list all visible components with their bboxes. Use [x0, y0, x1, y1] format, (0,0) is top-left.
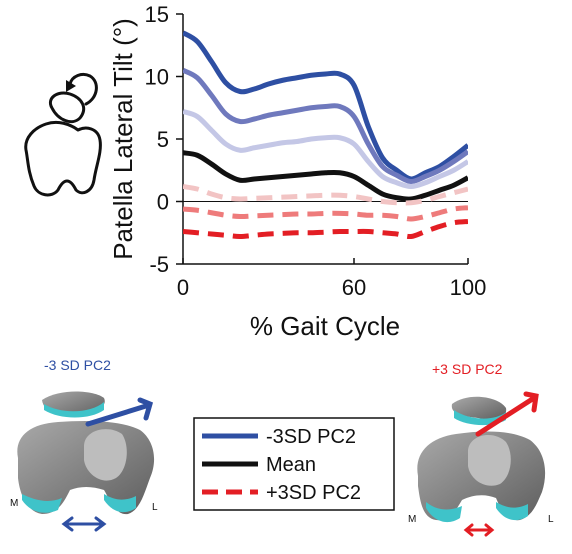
series-line-1 [183, 30, 468, 182]
y-tick-label: -5 [149, 252, 169, 277]
right-panel-label: +3 SD PC2 [432, 361, 503, 377]
series-line-6 [183, 205, 468, 222]
series-line-5 [183, 184, 468, 206]
left-medial-label: M [10, 498, 18, 509]
series-group [183, 30, 468, 240]
legend: -3SD PC2 Mean +3SD PC2 [193, 417, 395, 511]
legend-label: Mean [266, 454, 316, 476]
right-lateral-label: L [548, 514, 554, 525]
y-tick-label: 10 [145, 65, 169, 90]
y-axis-label: Patella Lateral Tilt (°) [108, 18, 138, 260]
legend-label: -3SD PC2 [266, 426, 356, 448]
series-line-4 [183, 150, 468, 202]
y-tick-label: 5 [157, 127, 169, 152]
right-medial-label: M [408, 514, 416, 525]
y-tick-label: 15 [145, 2, 169, 27]
knee-outline-icon [24, 72, 102, 197]
left-tilt-arrow-icon [85, 397, 154, 427]
series-line-7 [183, 219, 468, 240]
x-axis-label: % Gait Cycle [250, 311, 400, 341]
series-line-2 [183, 67, 468, 184]
right-translate-arrow-icon [463, 523, 495, 537]
left-lateral-label: L [152, 502, 158, 513]
left-panel-label: -3 SD PC2 [44, 357, 111, 373]
x-tick-label: 60 [342, 275, 366, 300]
rotation-arrow-icon [66, 80, 76, 92]
right-knee-render [417, 396, 546, 523]
legend-label: +3SD PC2 [266, 482, 361, 504]
right-tilt-arrow-icon [475, 391, 539, 437]
axes: -5 0 5 10 15 0 60 100 [145, 2, 487, 300]
x-ticks: 0 60 100 [177, 258, 486, 300]
series-line-3 [183, 109, 468, 189]
x-tick-label: 100 [450, 275, 487, 300]
y-tick-label: 0 [157, 190, 169, 215]
left-translate-arrow-icon [61, 516, 107, 532]
x-tick-label: 0 [177, 275, 189, 300]
left-knee-render [17, 391, 155, 515]
y-ticks: -5 0 5 10 15 [145, 2, 183, 277]
